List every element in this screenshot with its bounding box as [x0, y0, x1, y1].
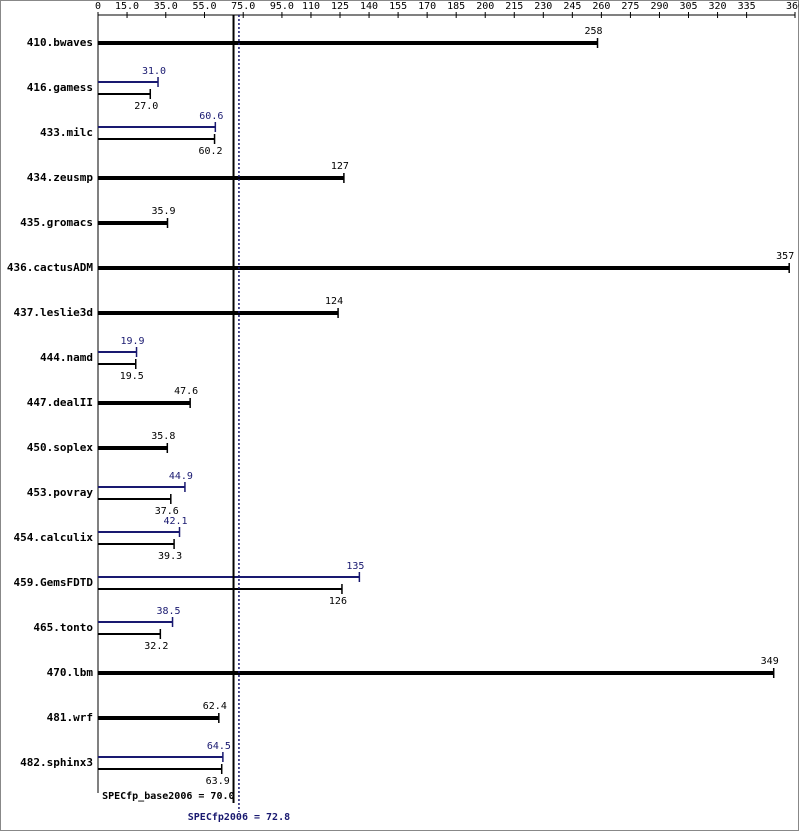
bar [98, 716, 219, 720]
x-tick-label: 15.0 [115, 1, 139, 12]
category-label: 482.sphinx3 [20, 756, 93, 769]
category-label: 435.gromacs [20, 216, 93, 229]
x-tick-label: 215 [505, 1, 523, 12]
bar [98, 266, 790, 270]
value-label: 357 [776, 251, 794, 262]
x-tick-label: 125 [331, 1, 349, 12]
value-label: 35.9 [151, 206, 175, 217]
category-label: 459.GemsFDTD [14, 576, 94, 589]
value-label: 63.9 [206, 776, 230, 787]
bar [98, 486, 185, 488]
x-tick-label: 185 [447, 1, 465, 12]
category-label: 454.calculix [14, 531, 94, 544]
x-tick-label: 75.0 [231, 1, 255, 12]
bar [98, 498, 171, 500]
x-tick-label: 230 [534, 1, 552, 12]
category-label: 436.cactusADM [7, 261, 93, 274]
x-tick-label: 55.0 [192, 1, 216, 12]
bar [98, 363, 136, 365]
bar [98, 671, 774, 675]
x-tick-label: 305 [679, 1, 697, 12]
bar [98, 531, 180, 533]
x-tick-label: 0 [95, 1, 101, 12]
category-label: 444.namd [40, 351, 93, 364]
value-label: 60.2 [199, 146, 223, 157]
x-tick-label: 335 [738, 1, 756, 12]
x-tick-label: 275 [621, 1, 639, 12]
bar [98, 93, 151, 95]
bar [98, 221, 168, 225]
bar [98, 588, 342, 590]
bar [98, 576, 360, 578]
category-label: 433.milc [40, 126, 93, 139]
value-label: 126 [329, 596, 347, 607]
x-tick-label: 35.0 [154, 1, 178, 12]
bar [98, 351, 137, 353]
category-label: 434.zeusmp [27, 171, 94, 184]
value-label: 258 [584, 26, 602, 37]
category-label: 465.tonto [33, 621, 93, 634]
bar [98, 401, 191, 405]
value-label: 47.6 [174, 386, 198, 397]
x-tick-label: 155 [389, 1, 407, 12]
value-label: 127 [331, 161, 349, 172]
bar [98, 621, 173, 623]
x-tick-label: 360 [786, 1, 799, 12]
value-label: 60.6 [199, 111, 223, 122]
reference-label: SPECfp_base2006 = 70.0 [102, 791, 234, 802]
x-tick-label: 110 [302, 1, 320, 12]
value-label: 349 [761, 656, 779, 667]
value-label: 27.0 [134, 101, 158, 112]
category-label: 416.gamess [27, 81, 93, 94]
category-label: 410.bwaves [27, 36, 93, 49]
reference-label: SPECfp2006 = 72.8 [188, 812, 290, 823]
bar [98, 756, 223, 758]
value-label: 32.2 [144, 641, 168, 652]
value-label: 38.5 [156, 606, 180, 617]
x-tick-label: 290 [650, 1, 668, 12]
bar [98, 543, 175, 545]
value-label: 35.8 [151, 431, 175, 442]
value-label: 42.1 [163, 516, 187, 527]
category-label: 453.povray [27, 486, 94, 499]
bar [98, 176, 344, 180]
category-label: 437.leslie3d [14, 306, 93, 319]
value-label: 31.0 [142, 66, 166, 77]
category-label: 450.soplex [27, 441, 94, 454]
value-label: 64.5 [207, 741, 231, 752]
value-label: 39.3 [158, 551, 182, 562]
x-tick-label: 140 [360, 1, 378, 12]
bar [98, 81, 159, 83]
value-label: 19.5 [120, 371, 144, 382]
x-tick-label: 200 [476, 1, 494, 12]
x-tick-label: 95.0 [270, 1, 294, 12]
value-label: 135 [346, 561, 364, 572]
category-label: 447.dealII [27, 396, 93, 409]
bar [98, 768, 222, 770]
bar [98, 311, 339, 315]
bar [98, 446, 168, 450]
bar [98, 126, 216, 128]
value-label: 62.4 [203, 701, 227, 712]
bar [98, 633, 161, 635]
value-label: 44.9 [169, 471, 193, 482]
category-label: 470.lbm [47, 666, 94, 679]
value-label: 19.9 [120, 336, 144, 347]
x-tick-label: 260 [592, 1, 610, 12]
x-tick-label: 245 [563, 1, 581, 12]
x-tick-label: 170 [418, 1, 436, 12]
bar [98, 138, 215, 140]
x-tick-label: 320 [709, 1, 727, 12]
value-label: 124 [325, 296, 343, 307]
bar [98, 41, 598, 45]
value-label: 37.6 [155, 506, 179, 517]
category-label: 481.wrf [47, 711, 93, 724]
